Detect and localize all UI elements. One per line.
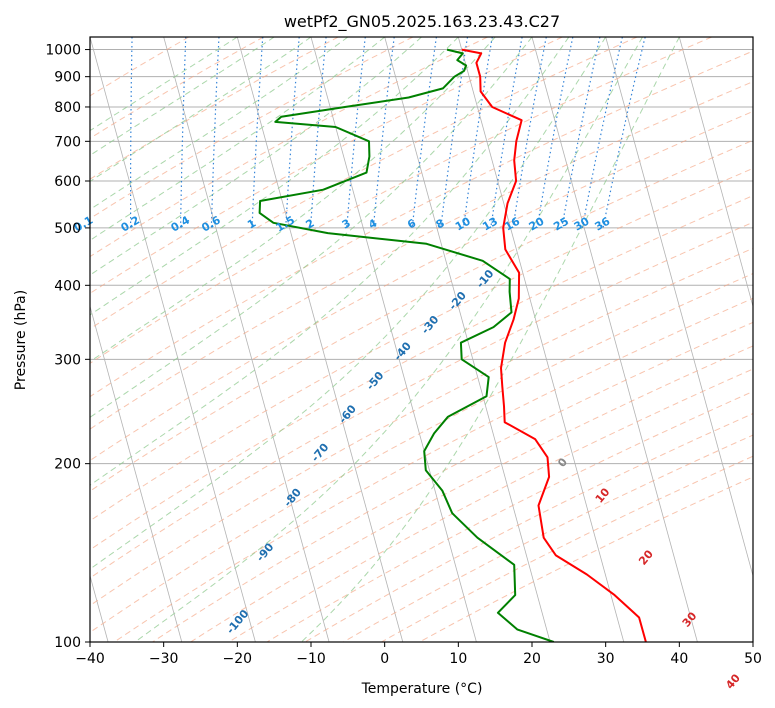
y-tick-label: 400 [54, 278, 81, 294]
mixing-ratio-line [512, 37, 547, 228]
isotherm-line [163, 37, 330, 642]
mixing-ratio-line [210, 37, 220, 228]
dry-adiabat-line [90, 221, 753, 579]
x-tick-label: −20 [223, 651, 253, 667]
moist-adiabat-line [90, 37, 349, 211]
y-tick-label: 200 [54, 457, 81, 473]
moist-adiabat-line [90, 37, 570, 486]
y-tick-label: 100 [54, 635, 81, 651]
moist-adiabat-line [90, 37, 459, 316]
dry-adiabat-line [152, 321, 753, 642]
mixing-ratio-line [346, 37, 366, 228]
plot-area [90, 37, 753, 642]
x-tick-label: 10 [449, 651, 467, 667]
y-tick-label: 300 [54, 352, 81, 368]
temperature-profile-line [461, 48, 647, 642]
mixing-ratio-line [440, 37, 469, 228]
moist-adiabat-line [90, 37, 386, 241]
isotherm-line [678, 37, 753, 308]
isotherm-line [90, 304, 183, 642]
dry-adiabat-line [90, 273, 753, 633]
x-tick-label: 30 [597, 651, 615, 667]
dry-adiabat-line [90, 139, 753, 492]
mixing-ratio-line [285, 37, 300, 228]
y-tick-label: 800 [54, 100, 81, 116]
isotherm-line [531, 37, 698, 642]
moist-adiabat-line [90, 37, 275, 156]
chart-title: wetPf2_GN05.2025.163.23.43.C27 [284, 12, 560, 32]
moist-adiabat-line [90, 37, 312, 183]
plot-frame [89, 36, 754, 643]
x-tick-label: 20 [523, 651, 541, 667]
ticks-layer: −40 −30 −20 −10 0 10 20 30 40 50 1000 900 800 700 600 5… [45, 43, 762, 667]
mixing-ratio-line [490, 37, 523, 228]
dewpoint-profile-line [258, 48, 555, 642]
x-tick-label: 50 [744, 651, 762, 667]
mixing-ratio-line [462, 37, 493, 228]
x-tick-label: 40 [670, 651, 688, 667]
mixing-ratio-line [180, 37, 187, 228]
moist-adiabat-line [90, 37, 607, 570]
isotherm-line [457, 37, 625, 642]
y-tick-label: 500 [54, 221, 81, 237]
dry-adiabat-line [90, 195, 753, 551]
dry-adiabat-line [90, 110, 753, 462]
dry-adiabat-line [90, 167, 753, 522]
y-axis-label: Pressure (hPa) [13, 290, 29, 390]
moist-adiabat-line [90, 37, 533, 418]
y-tick-label: 700 [54, 134, 81, 150]
mixing-ratio-line [372, 37, 395, 228]
dry-adiabat-line [90, 247, 753, 607]
moist-adiabat-line [90, 37, 496, 363]
isotherm-line [90, 37, 256, 642]
x-tick-label: −10 [296, 651, 326, 667]
y-tick-label: 1000 [45, 43, 81, 59]
dry-adiabat-line [90, 37, 488, 258]
moist-adiabat-line [90, 37, 238, 132]
moist-adiabat-line [301, 37, 680, 642]
x-tick-label: −40 [75, 651, 105, 667]
mixing-ratio-line [251, 37, 264, 228]
isotherm-line [605, 37, 753, 578]
x-tick-label: 0 [380, 651, 389, 667]
mixing-ratio-line [309, 37, 327, 228]
y-tick-label: 600 [54, 174, 81, 190]
mixing-ratio-line [411, 37, 437, 228]
y-tick-label: 900 [54, 70, 81, 86]
moist-adiabat-line [90, 37, 422, 276]
isotherm-line [236, 37, 404, 642]
dry-adiabat-line [114, 297, 753, 642]
x-tick-label: −30 [149, 651, 179, 667]
dry-adiabat-line [90, 37, 414, 220]
mixing-ratio-line [130, 37, 133, 228]
x-axis-label: Temperature (°C) [361, 681, 483, 697]
dry-adiabat-line [90, 37, 638, 330]
dry-adiabat-line [90, 37, 712, 364]
